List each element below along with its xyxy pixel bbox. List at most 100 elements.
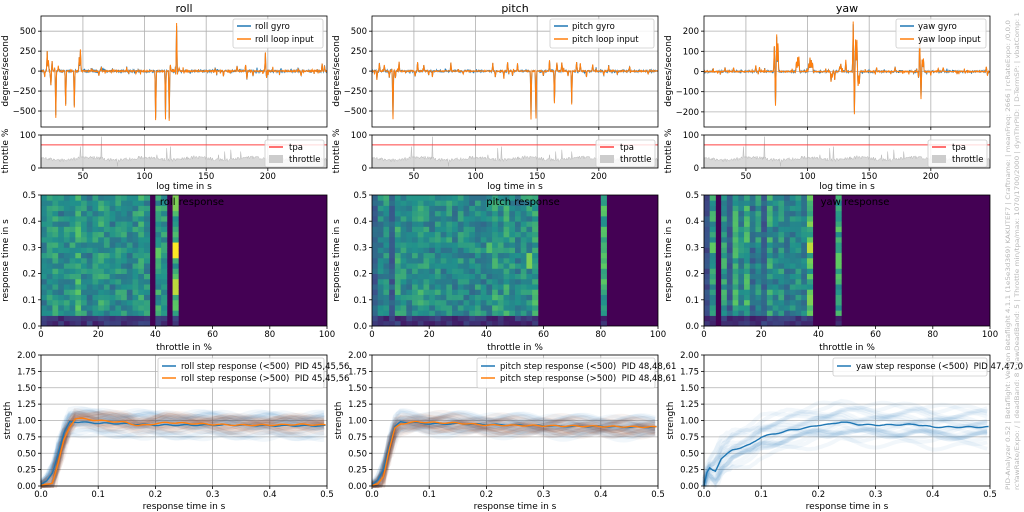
heatmap-cell: [98, 315, 105, 322]
heatmap-cell: [86, 315, 93, 322]
heatmap-cell: [440, 231, 447, 238]
heatmap-cell: [772, 257, 779, 264]
x-tick-label: 80: [264, 330, 275, 340]
heatmap-cell: [492, 200, 499, 206]
heatmap-cell: [46, 273, 53, 280]
heatmap-cell: [423, 205, 430, 212]
heatmap-cell: [58, 195, 65, 201]
heatmap-cell: [86, 289, 93, 295]
roll-title: roll: [175, 2, 192, 15]
heatmap-cell: [121, 242, 128, 248]
heatmap-cell: [474, 236, 482, 243]
heatmap-cell: [440, 294, 447, 301]
heatmap-cell: [400, 195, 407, 201]
heatmap-cell: [704, 200, 711, 206]
heatmap-cell: [126, 252, 133, 259]
heatmap-cell: [109, 284, 116, 290]
heatmap-cell: [46, 299, 53, 306]
heatmap-cell: [109, 247, 116, 254]
heatmap-cell: [109, 294, 116, 301]
step-response-trace: [39, 412, 325, 487]
heatmap-cell: [721, 231, 728, 238]
heatmap-cell: [121, 247, 128, 254]
y-tick-label: 0.0: [353, 322, 367, 332]
heatmap-cell: [41, 215, 48, 222]
heatmap-cell: [486, 268, 493, 274]
heatmap-cell: [423, 247, 430, 254]
step-response-trace: [371, 413, 656, 488]
heatmap-cell: [704, 263, 711, 269]
heatmap-cell: [372, 236, 379, 243]
heatmap-cell: [81, 231, 88, 238]
y-tick-label: 250: [20, 47, 36, 57]
heatmap-cell: [172, 257, 179, 264]
step-response-trace: [371, 422, 656, 484]
heatmap-cell: [63, 305, 70, 311]
heatmap-cell: [486, 236, 493, 243]
heatmap-cell: [801, 200, 808, 206]
heatmap-cell: [726, 315, 733, 322]
heatmap-cell: [778, 221, 785, 227]
heatmap-cell: [486, 210, 493, 217]
heatmap-cell: [81, 273, 88, 280]
heatmap-cell: [486, 284, 493, 290]
heatmap-cell: [492, 289, 499, 295]
heatmap-cell: [126, 242, 133, 248]
step-response-trace: [40, 427, 325, 488]
heatmap-cell: [795, 257, 802, 264]
heatmap-cell: [497, 210, 504, 217]
heatmap-cell: [423, 273, 430, 280]
legend-box: [157, 357, 325, 389]
heatmap-cell: [509, 200, 516, 206]
heatmap-cell: [400, 305, 407, 311]
heatmap-cell: [143, 289, 151, 295]
heatmap-cell: [126, 215, 133, 222]
step-response-trace: [41, 414, 325, 488]
step-response-trace: [702, 429, 988, 484]
heatmap-cell: [526, 247, 533, 254]
heatmap-cell: [46, 210, 53, 217]
heatmap-cell: [75, 320, 82, 327]
heatmap-cell: [126, 236, 133, 243]
heatmap-cell: [109, 310, 116, 316]
axes-frame: [371, 15, 659, 128]
heatmap-cell: [835, 289, 842, 295]
heatmap-cell: [109, 273, 116, 280]
heatmap-cell: [738, 294, 745, 301]
heatmap-cell: [452, 257, 459, 264]
heatmap-cell: [497, 278, 504, 285]
heatmap-cell: [400, 268, 407, 274]
step-response-trace: [39, 427, 325, 488]
heatmap-cell: [806, 195, 814, 201]
heatmap-cell: [383, 205, 390, 212]
heatmap-cell: [515, 221, 522, 227]
step-response-trace: [370, 408, 656, 488]
heatmap-cell: [434, 263, 442, 269]
heatmap-cell: [469, 231, 476, 238]
heatmap-cell: [497, 315, 504, 322]
heatmap-cell: [372, 299, 379, 306]
heatmap-cell: [795, 294, 802, 301]
heatmap-cell: [417, 257, 424, 264]
heatmap-cell: [58, 299, 65, 306]
heatmap-cell: [172, 242, 179, 248]
heatmap-cell: [86, 215, 93, 222]
heatmap-cell: [497, 289, 504, 295]
heatmap-cell: [109, 305, 116, 311]
step-response-low-line: [703, 421, 989, 487]
heatmap-cell: [709, 294, 716, 301]
x-tick-label: 0: [38, 330, 43, 340]
heatmap-cell: [440, 305, 447, 311]
heatmap-cell: [704, 231, 711, 238]
heatmap-cell: [412, 263, 419, 269]
heatmap-cell: [423, 294, 430, 301]
heatmap-cell: [600, 226, 607, 233]
heatmap-cell: [86, 284, 93, 290]
heatmap-cell: [434, 294, 442, 301]
heatmap-cell: [92, 200, 99, 206]
heatmap-cell: [138, 278, 145, 285]
heatmap-cell: [63, 205, 70, 212]
heatmap-cell: [761, 221, 768, 227]
heatmap-cell: [423, 278, 430, 285]
